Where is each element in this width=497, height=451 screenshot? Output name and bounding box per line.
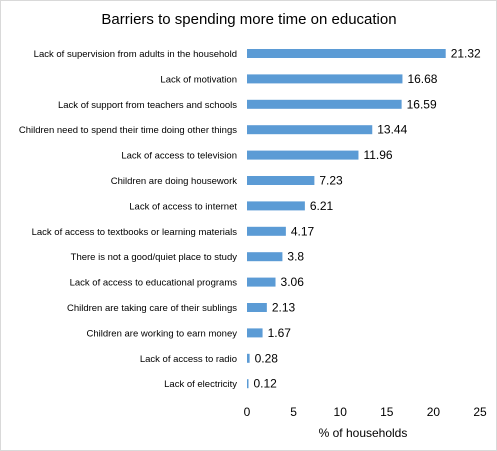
category-labels: Lack of supervision from adults in the h… bbox=[19, 49, 237, 390]
category-label: Lack of motivation bbox=[160, 74, 237, 85]
category-label: Lack of access to television bbox=[121, 151, 237, 162]
data-label: 0.12 bbox=[254, 377, 278, 391]
bar bbox=[247, 125, 373, 135]
bar bbox=[247, 303, 267, 312]
bar bbox=[247, 353, 250, 363]
x-tick-label: 10 bbox=[334, 405, 348, 419]
bar bbox=[247, 201, 305, 211]
data-label: 7.23 bbox=[319, 174, 343, 188]
category-label: There is not a good/quiet place to study bbox=[71, 252, 238, 263]
data-label: 21.32 bbox=[451, 47, 481, 61]
bar bbox=[247, 379, 249, 389]
data-label: 1.67 bbox=[268, 326, 292, 340]
category-label: Children are working to earn money bbox=[87, 328, 238, 339]
data-label: 13.44 bbox=[377, 123, 407, 137]
bar bbox=[247, 176, 315, 185]
category-label: Lack of access to educational programs bbox=[70, 278, 238, 289]
category-label: Lack of access to radio bbox=[140, 354, 237, 365]
data-label: 4.17 bbox=[291, 224, 315, 238]
bar bbox=[247, 74, 403, 84]
category-label: Children need to spend their time doing … bbox=[19, 125, 237, 136]
category-label: Children are taking care of their sublin… bbox=[67, 303, 237, 314]
category-label: Lack of access to textbooks or learning … bbox=[32, 227, 238, 238]
data-label: 16.68 bbox=[407, 72, 437, 86]
bar bbox=[247, 252, 283, 262]
data-label: 2.13 bbox=[272, 301, 296, 315]
bar bbox=[247, 150, 359, 160]
data-label: 0.28 bbox=[255, 351, 279, 365]
bar bbox=[247, 99, 402, 109]
data-label: 16.59 bbox=[407, 97, 437, 111]
category-label: Lack of support from teachers and school… bbox=[58, 100, 237, 111]
category-label: Children are doing housework bbox=[111, 176, 237, 187]
data-label: 11.96 bbox=[363, 148, 392, 162]
category-label: Lack of access to internet bbox=[129, 201, 237, 212]
bar bbox=[247, 328, 263, 338]
x-tick-label: 20 bbox=[427, 405, 441, 419]
x-tick-label: 5 bbox=[290, 405, 297, 419]
data-label: 3.06 bbox=[281, 275, 305, 289]
bars bbox=[247, 49, 446, 389]
bar bbox=[247, 49, 446, 58]
category-label: Lack of electricity bbox=[164, 379, 237, 390]
x-axis-label: % of households bbox=[319, 426, 408, 440]
bar bbox=[247, 226, 286, 236]
category-label: Lack of supervision from adults in the h… bbox=[34, 49, 237, 60]
bar bbox=[247, 277, 276, 287]
x-tick-label: 0 bbox=[244, 405, 251, 419]
x-axis-ticks: 0 5 10 15 20 25 bbox=[244, 405, 487, 419]
chart-title: Barriers to spending more time on educat… bbox=[101, 11, 396, 28]
data-label: 6.21 bbox=[310, 199, 334, 213]
x-tick-label: 15 bbox=[380, 405, 394, 419]
x-tick-label: 25 bbox=[473, 405, 487, 419]
data-label: 3.8 bbox=[287, 250, 304, 264]
